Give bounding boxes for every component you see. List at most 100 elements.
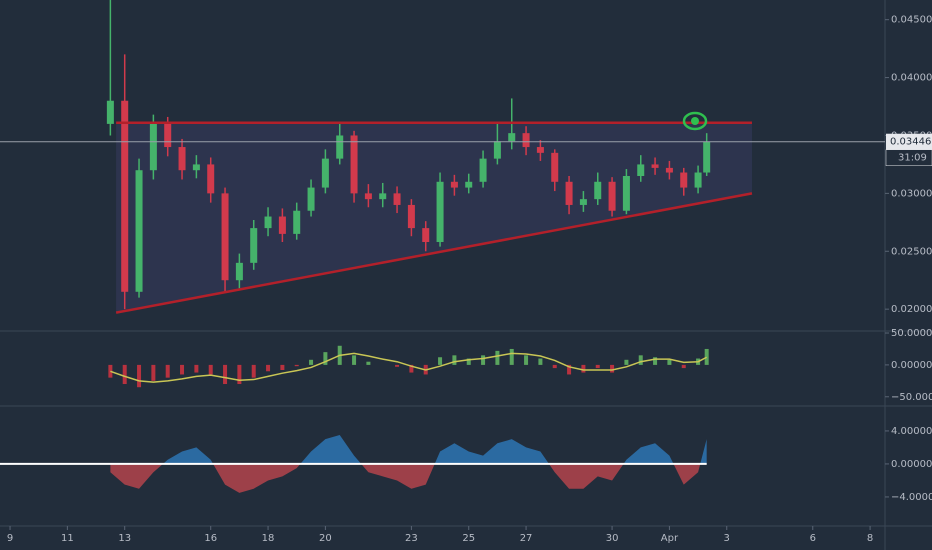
y-tick-label: 0.02000 <box>891 304 932 315</box>
x-tick-label: 11 <box>61 533 74 544</box>
y-tick-label: 50.00000 <box>891 328 932 339</box>
histogram-bar <box>704 348 709 365</box>
histogram-bar <box>538 358 543 365</box>
histogram-bar <box>610 364 615 373</box>
histogram-bar <box>151 364 156 381</box>
y-tick-label: 0.00000 <box>891 459 932 470</box>
candle-body <box>594 181 602 200</box>
histogram-bar <box>638 355 643 365</box>
histogram-bar <box>280 364 285 370</box>
histogram-bar <box>495 350 500 365</box>
candle-body <box>694 172 702 188</box>
histogram-bar <box>567 364 572 375</box>
candle-body <box>493 141 501 159</box>
candle-body <box>336 135 344 159</box>
y-tick-label: 4.00000 <box>891 426 932 437</box>
histogram-bar <box>409 364 414 373</box>
candle-body <box>321 158 329 188</box>
x-tick-label: 8 <box>867 533 873 544</box>
y-tick-label: 0.03000 <box>891 188 932 199</box>
x-tick-label: Apr <box>661 533 679 544</box>
candle-body <box>680 172 688 188</box>
candle-body <box>221 193 229 281</box>
histogram-bar <box>624 359 629 365</box>
histogram-bar <box>667 359 672 365</box>
candle-body <box>250 228 258 263</box>
histogram-bar <box>509 348 514 365</box>
histogram-bar <box>237 364 242 385</box>
x-tick-label: 16 <box>204 533 217 544</box>
histogram-bar <box>137 364 142 388</box>
candle-body <box>207 164 215 194</box>
candle-body <box>106 100 114 124</box>
countdown-label: 31:09 <box>898 153 927 164</box>
x-tick-label: 9 <box>7 533 13 544</box>
eye-icon <box>682 111 708 131</box>
histogram-bar <box>266 364 271 372</box>
histogram-bar <box>194 364 199 373</box>
candle-body <box>551 152 559 182</box>
candle-body <box>565 181 573 205</box>
candle-body <box>479 158 487 182</box>
candle-body <box>450 181 458 188</box>
trendline <box>115 192 753 314</box>
y-tick-label: 0.00000 <box>891 360 932 371</box>
histogram-bar <box>438 357 443 365</box>
histogram-bar <box>481 355 486 365</box>
candle-body <box>422 228 430 242</box>
candle-body <box>608 181 616 211</box>
candle-body <box>651 164 659 168</box>
candle-body <box>235 262 243 281</box>
x-tick-label: 6 <box>810 533 816 544</box>
histogram-bar <box>223 364 228 385</box>
candle-body <box>579 199 587 205</box>
y-tick-label: −50.00000 <box>891 392 932 403</box>
x-tick-label: 30 <box>606 533 619 544</box>
candle-body <box>149 123 157 171</box>
x-tick-label: 18 <box>262 533 275 544</box>
y-tick-label: 0.02500 <box>891 246 932 257</box>
histogram-bar <box>366 361 371 365</box>
candle-body <box>465 181 473 188</box>
histogram-bar <box>552 364 557 369</box>
histogram-bar <box>581 364 586 373</box>
candle-body <box>393 193 401 205</box>
y-tick-label: 0.04000 <box>891 73 932 84</box>
histogram-bar <box>165 364 170 378</box>
histogram-bar <box>466 358 471 365</box>
candle-body <box>307 187 315 211</box>
candle-body <box>164 123 172 148</box>
candle-body <box>121 100 129 292</box>
histogram-bar <box>595 364 600 369</box>
candle-body <box>536 147 544 153</box>
x-tick-label: 23 <box>405 533 418 544</box>
area-up <box>110 435 707 464</box>
countdown-box <box>885 149 932 166</box>
last-price-box <box>886 133 932 150</box>
candle-body <box>278 216 286 234</box>
candle-body <box>178 147 186 171</box>
histogram-bar <box>653 357 658 365</box>
histogram-bar <box>309 359 314 365</box>
candle-body <box>379 193 387 200</box>
candle-body <box>364 193 372 200</box>
histogram-bar <box>180 364 185 375</box>
candle-body <box>436 181 444 242</box>
candle-body <box>622 176 630 211</box>
y-tick-label: 0.04500 <box>891 15 932 26</box>
candle-body <box>293 210 301 234</box>
histogram-bar <box>452 355 457 365</box>
plot-area <box>0 0 753 493</box>
last-price-label: 0.03446 <box>890 137 931 148</box>
histogram-bar <box>122 364 127 385</box>
histogram-bar <box>323 352 328 365</box>
candle-body <box>703 141 711 173</box>
candle-body <box>665 167 673 173</box>
x-tick-label: 13 <box>118 533 131 544</box>
area-down <box>110 463 701 493</box>
x-tick-label: 25 <box>462 533 475 544</box>
x-tick-label: 3 <box>724 533 730 544</box>
x-tick-label: 20 <box>319 533 332 544</box>
signal-line <box>110 352 708 383</box>
histogram-bar <box>294 364 299 367</box>
